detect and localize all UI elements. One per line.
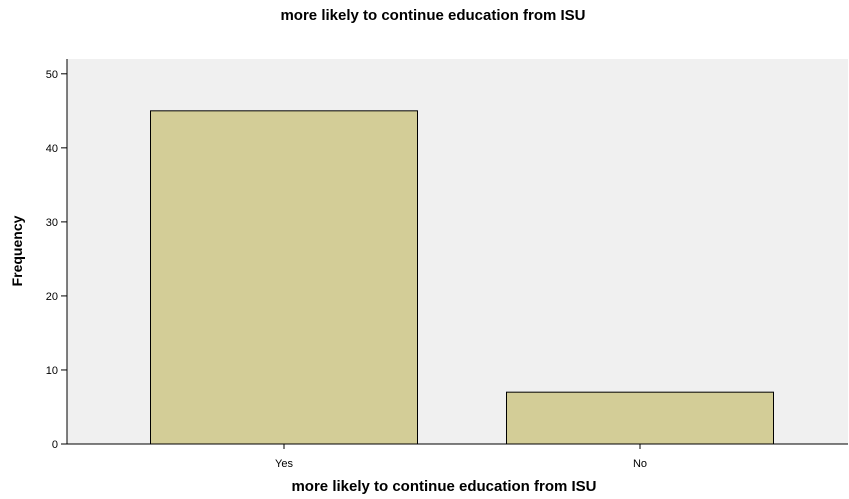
y-axis-label: Frequency	[9, 215, 25, 286]
y-tick-label: 20	[46, 291, 58, 303]
chart-title: more likely to continue education from I…	[280, 7, 585, 24]
x-tick-label-no: No	[633, 458, 647, 470]
y-tick-label: 10	[46, 365, 58, 377]
bar-no	[506, 391, 774, 445]
bars-group	[150, 110, 774, 445]
x-axis-ticks: Yes No	[275, 444, 647, 470]
y-tick-label: 30	[46, 217, 58, 229]
y-tick-label: 50	[46, 69, 58, 81]
bar-yes	[150, 110, 418, 445]
x-tick-label-yes: Yes	[275, 458, 293, 470]
y-tick-label: 0	[52, 439, 58, 451]
y-axis-ticks: 0 10 20 30 40 50	[46, 69, 67, 451]
y-tick-label: 40	[46, 143, 58, 155]
x-axis-label: more likely to continue education from I…	[291, 478, 596, 495]
